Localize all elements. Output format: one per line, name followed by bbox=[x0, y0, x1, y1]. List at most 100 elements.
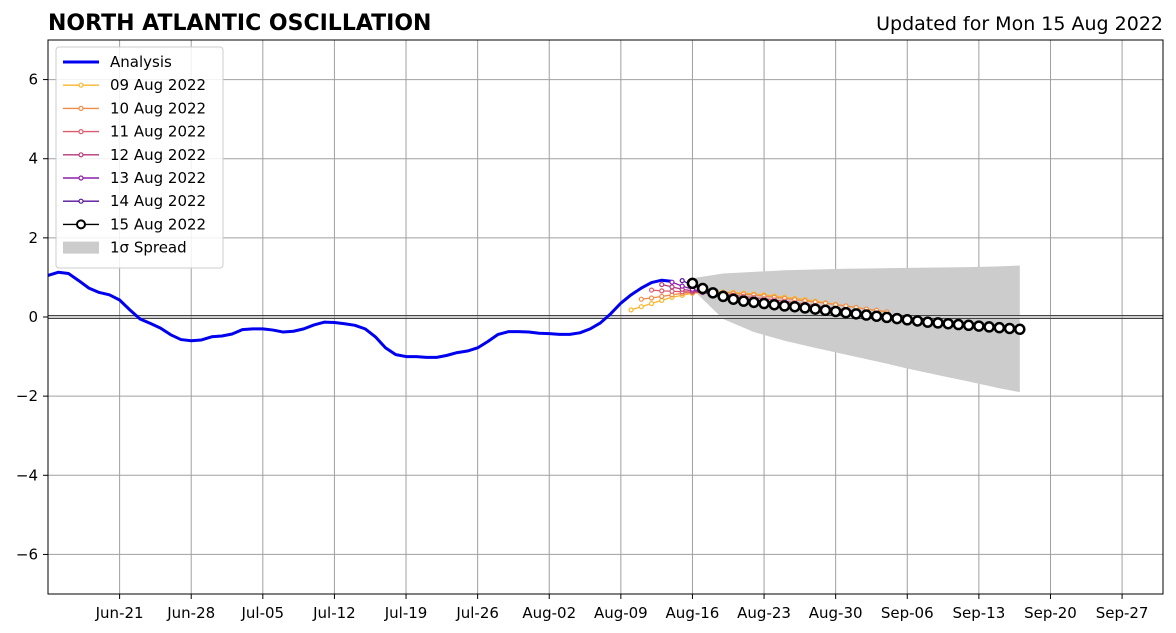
legend-item: 14 Aug 2022 bbox=[63, 192, 206, 210]
legend-label: 11 Aug 2022 bbox=[110, 123, 206, 141]
x-tick-label: Jul-19 bbox=[384, 604, 428, 622]
y-tick-label: 0 bbox=[28, 308, 38, 326]
latest-forecast-point bbox=[829, 305, 842, 318]
legend-label: 15 Aug 2022 bbox=[110, 215, 206, 233]
latest-forecast-point bbox=[973, 320, 985, 332]
legend-label: 14 Aug 2022 bbox=[110, 192, 206, 210]
legend-item: 1σ Spread bbox=[63, 239, 187, 257]
latest-forecast-point bbox=[717, 290, 729, 303]
latest-forecast-point bbox=[748, 296, 760, 309]
legend-marker bbox=[78, 198, 84, 204]
latest-forecast-point bbox=[1014, 323, 1026, 336]
forecast-point bbox=[659, 288, 665, 294]
forecast-point bbox=[638, 296, 644, 302]
x-tick-label: Aug-23 bbox=[737, 604, 791, 622]
latest-forecast-point bbox=[1003, 322, 1016, 335]
latest-forecast-point bbox=[901, 314, 914, 326]
forecast-point bbox=[659, 281, 665, 288]
x-tick-label: Aug-09 bbox=[594, 604, 648, 622]
x-tick-label: Sep-13 bbox=[952, 604, 1005, 622]
latest-forecast-point bbox=[993, 321, 1006, 334]
x-tick-label: Sep-06 bbox=[881, 604, 934, 622]
latest-forecast-point bbox=[696, 282, 709, 295]
legend-marker bbox=[78, 175, 84, 181]
latest-forecast-point bbox=[758, 297, 770, 310]
latest-forecast-series bbox=[686, 277, 1026, 336]
y-axis-ticks: −6 −4 −2 0 2 4 6 bbox=[16, 71, 48, 563]
forecast-point bbox=[628, 307, 634, 313]
latest-forecast-point bbox=[799, 302, 811, 314]
legend-box bbox=[55, 46, 224, 269]
latest-forecast-point bbox=[809, 303, 821, 315]
latest-forecast-point bbox=[952, 318, 965, 331]
chart-title: NORTH ATLANTIC OSCILLATION bbox=[48, 11, 431, 36]
forecast-point bbox=[659, 293, 665, 300]
latest-forecast-point bbox=[850, 308, 862, 320]
x-tick-label: Jul-12 bbox=[312, 604, 356, 622]
forecast-point bbox=[669, 279, 675, 285]
legend-label: 10 Aug 2022 bbox=[110, 99, 206, 117]
latest-forecast-point bbox=[942, 317, 954, 330]
legend-label: Analysis bbox=[110, 53, 172, 71]
legend-label: 09 Aug 2022 bbox=[110, 76, 206, 94]
legend-item: 12 Aug 2022 bbox=[63, 146, 206, 164]
legend-item: 09 Aug 2022 bbox=[63, 76, 206, 94]
legend-item: 13 Aug 2022 bbox=[63, 169, 206, 187]
x-tick-label: Aug-16 bbox=[666, 604, 720, 622]
latest-forecast-point bbox=[881, 311, 893, 324]
forecast-point bbox=[679, 283, 685, 289]
forecast-point bbox=[669, 288, 675, 294]
series-layer bbox=[47, 270, 1026, 359]
latest-forecast-point bbox=[819, 304, 832, 317]
latest-forecast-point bbox=[737, 295, 750, 307]
latest-forecast-point bbox=[932, 317, 944, 329]
y-tick-label: 2 bbox=[28, 229, 38, 247]
legend: Analysis 09 Aug 2022 10 Aug 2022 11 Aug 202… bbox=[55, 46, 224, 269]
latest-forecast-point bbox=[921, 316, 934, 328]
legend-item: 15 Aug 2022 bbox=[63, 215, 206, 233]
x-tick-label: Sep-20 bbox=[1024, 604, 1077, 622]
latest-forecast-point bbox=[870, 310, 883, 322]
legend-marker bbox=[78, 82, 84, 88]
forecast-point bbox=[648, 295, 655, 301]
legend-swatch bbox=[63, 241, 99, 254]
legend-item: 10 Aug 2022 bbox=[63, 99, 206, 117]
latest-forecast-point bbox=[707, 287, 719, 299]
x-tick-label: Aug-02 bbox=[522, 604, 576, 622]
y-tick-label: −2 bbox=[16, 387, 38, 405]
legend-item: 11 Aug 2022 bbox=[63, 123, 206, 141]
latest-forecast-point bbox=[860, 309, 873, 321]
x-tick-label: Jun-28 bbox=[166, 604, 215, 622]
legend-label: 13 Aug 2022 bbox=[110, 169, 206, 187]
x-tick-label: Aug-30 bbox=[809, 604, 863, 622]
analysis-line bbox=[47, 270, 673, 359]
forecast-point bbox=[638, 304, 644, 310]
y-tick-label: 6 bbox=[28, 71, 38, 89]
forecast-point bbox=[648, 300, 655, 307]
legend-marker bbox=[78, 129, 84, 135]
forecast-point bbox=[648, 287, 655, 293]
x-axis-ticks: Jun-21 Jun-28 Jul-05 Jul-12 Jul-19 Jul-26 Aug-… bbox=[95, 594, 1149, 622]
x-tick-label: Jul-26 bbox=[455, 604, 499, 622]
y-tick-label: −6 bbox=[16, 545, 38, 563]
legend-label: 12 Aug 2022 bbox=[110, 146, 206, 164]
forecast-point bbox=[679, 277, 685, 284]
legend-label: 1σ Spread bbox=[110, 239, 187, 257]
legend-marker bbox=[78, 152, 84, 158]
latest-forecast-point bbox=[727, 293, 740, 305]
latest-forecast-point bbox=[891, 312, 903, 325]
legend-item: Analysis bbox=[63, 53, 172, 71]
latest-forecast-point bbox=[911, 315, 924, 327]
x-tick-label: Sep-27 bbox=[1096, 604, 1149, 622]
y-tick-label: −4 bbox=[16, 466, 38, 484]
latest-forecast-point bbox=[778, 300, 791, 312]
latest-forecast-point bbox=[983, 321, 995, 333]
x-tick-label: Jun-21 bbox=[95, 604, 144, 622]
latest-forecast-point bbox=[768, 298, 781, 311]
legend-marker bbox=[78, 105, 84, 112]
x-tick-label: Jul-05 bbox=[241, 604, 285, 622]
chart-subtitle: Updated for Mon 15 Aug 2022 bbox=[876, 13, 1163, 35]
latest-forecast-point bbox=[788, 300, 801, 313]
y-tick-label: 4 bbox=[28, 150, 38, 168]
